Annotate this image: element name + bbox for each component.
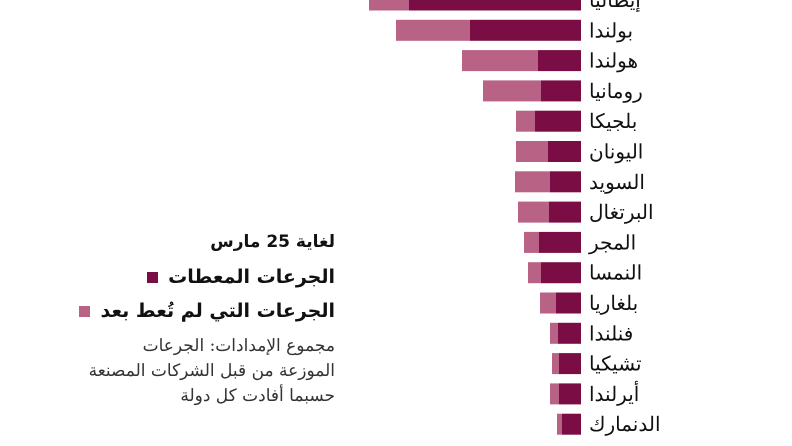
bar-not-administered-11 <box>550 322 558 344</box>
legend-item-not-administered: الجرعات التي لم تُعط بعد <box>5 300 335 322</box>
bar-administered-5 <box>548 141 581 162</box>
category-label: الدنمارك <box>589 412 661 436</box>
bar-administered-4 <box>535 110 581 132</box>
bar-not-administered-3 <box>483 80 541 102</box>
footnote-line-2: الموزعة من قبل الشركات المصنعة <box>88 361 335 381</box>
category-label: اليونان <box>589 140 643 164</box>
bar-not-administered-9 <box>528 262 541 284</box>
category-label: المجر <box>588 230 636 254</box>
bar-administered-7 <box>549 201 581 223</box>
bar-administered-2 <box>538 50 581 72</box>
bar-administered-6 <box>550 171 581 193</box>
legend-label-not-administered: الجرعات التي لم تُعط بعد <box>100 300 335 322</box>
bar-administered-13 <box>559 383 581 405</box>
bar-administered-9 <box>541 262 581 284</box>
category-label: النمسا <box>589 261 642 285</box>
footnote-line-1: مجموع الإمدادات: الجرعات <box>142 336 335 356</box>
category-label: هولندا <box>589 49 638 73</box>
footnote: مجموع الإمدادات: الجرعات الموزعة من قبل … <box>5 334 335 409</box>
legend-swatch-not-administered <box>79 305 91 317</box>
category-label: إيطاليا <box>589 0 641 13</box>
category-label: أيرلندا <box>589 380 639 406</box>
bar-not-administered-0 <box>369 0 409 11</box>
category-label: السويد <box>589 170 645 194</box>
legend: لغاية 25 مارس الجرعات المعطات الجرعات ال… <box>5 232 335 409</box>
bar-administered-3 <box>541 80 581 102</box>
bar-administered-8 <box>539 231 581 253</box>
legend-label-administered: الجرعات المعطات <box>168 266 335 288</box>
legend-item-administered: الجرعات المعطات <box>5 266 335 288</box>
bar-not-administered-14 <box>557 413 562 435</box>
category-label: بلغاريا <box>589 291 638 315</box>
bar-not-administered-1 <box>396 19 470 41</box>
category-label: رومانيا <box>589 79 643 103</box>
category-label: بولندا <box>589 18 633 42</box>
footnote-line-3: حسبما أفادت كل دولة <box>180 386 335 406</box>
legend-title: لغاية 25 مارس <box>210 232 335 252</box>
bar-administered-14 <box>562 413 581 435</box>
bar-administered-0 <box>409 0 581 11</box>
category-labels-group: إيطاليا بولندا هولندا رومانيا بلجيكا اليونان ا… <box>588 0 661 436</box>
bar-not-administered-8 <box>524 231 539 253</box>
category-label: فنلندا <box>589 321 633 345</box>
bar-not-administered-7 <box>518 201 549 223</box>
bar-not-administered-12 <box>552 353 559 375</box>
bar-administered-1 <box>470 19 581 41</box>
bar-not-administered-10 <box>540 292 556 314</box>
bar-administered-12 <box>559 353 581 375</box>
bar-not-administered-5 <box>516 141 548 162</box>
bar-administered-11 <box>558 322 581 344</box>
bars-group <box>369 0 581 435</box>
legend-swatch-administered <box>147 271 159 283</box>
bar-not-administered-13 <box>550 383 559 405</box>
bar-not-administered-6 <box>515 171 550 193</box>
category-label: تشيكيا <box>589 352 642 376</box>
category-label: البرتغال <box>589 200 654 224</box>
bar-not-administered-2 <box>462 50 538 72</box>
bar-not-administered-4 <box>516 110 535 132</box>
bar-administered-10 <box>556 292 581 314</box>
category-label: بلجيكا <box>589 109 637 133</box>
